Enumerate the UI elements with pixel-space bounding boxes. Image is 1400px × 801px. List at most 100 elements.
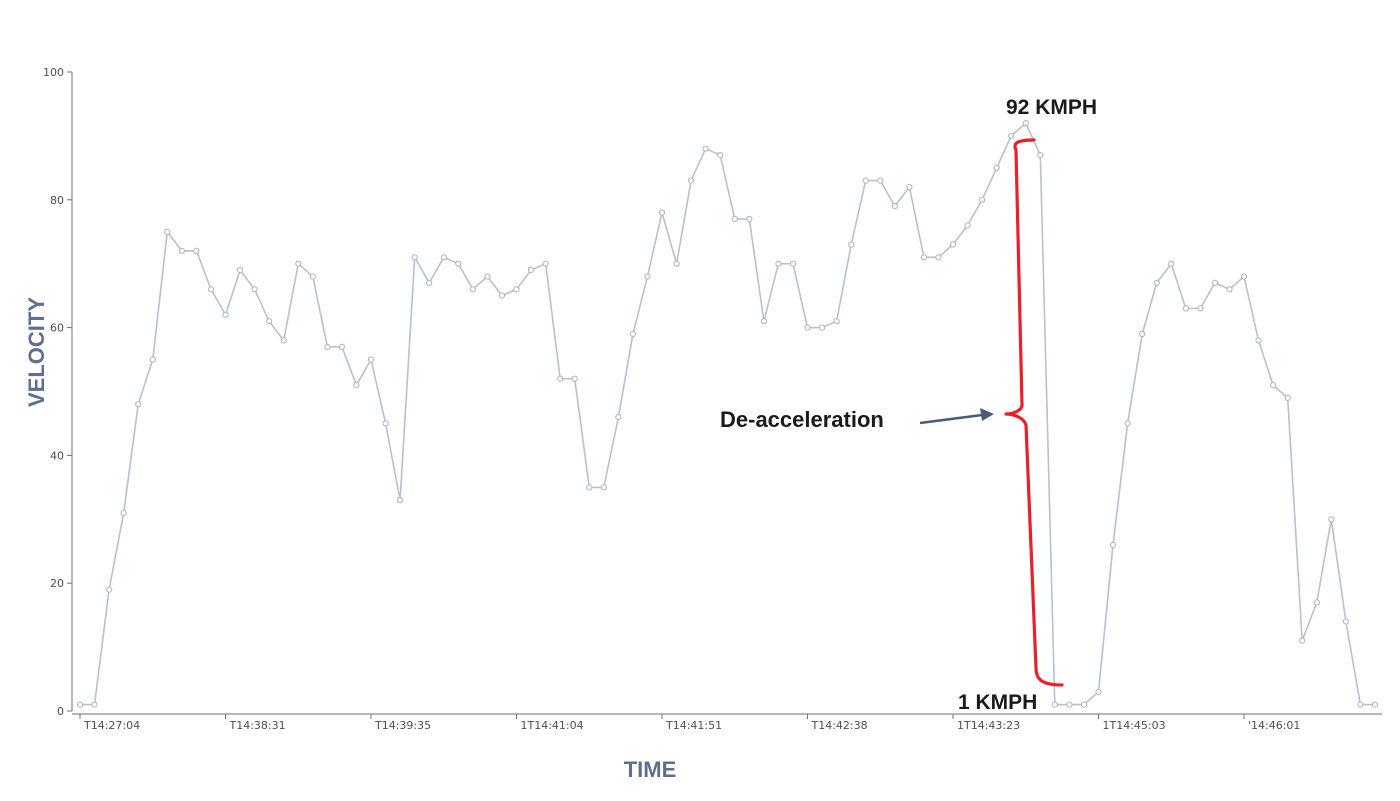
data-point [469, 286, 476, 293]
data-point [382, 420, 389, 427]
data-point [789, 260, 797, 267]
data-point [149, 356, 156, 363]
data-point [1197, 305, 1204, 312]
data-point [920, 254, 928, 261]
data-point [891, 203, 898, 210]
data-point [993, 164, 1000, 171]
x-tick-label: 1T14:43:23 [957, 719, 1020, 732]
data-point [673, 260, 680, 267]
data-point [1299, 637, 1306, 644]
data-point [135, 401, 142, 408]
data-point [353, 382, 360, 389]
data-point [644, 273, 651, 280]
data-point [164, 228, 171, 235]
data-point [906, 183, 913, 191]
x-tick-label: T14:38:31 [229, 719, 286, 732]
data-point [1313, 599, 1320, 606]
data-point [251, 286, 258, 293]
data-points [76, 120, 1379, 708]
data-point [1270, 382, 1277, 389]
data-point [324, 343, 331, 350]
data-point [1022, 120, 1029, 127]
x-tick-label: T14:27:04 [83, 719, 140, 732]
data-point [586, 484, 593, 491]
data-point [760, 318, 768, 325]
data-point [1066, 701, 1073, 708]
data-point [309, 273, 316, 280]
data-point [1139, 330, 1146, 338]
data-point [949, 241, 957, 248]
data-point [804, 324, 811, 331]
y-tick-label: 40 [50, 449, 64, 462]
data-point [1037, 152, 1044, 159]
data-point [397, 497, 404, 504]
data-point [411, 254, 418, 261]
data-point [178, 247, 185, 254]
data-point [193, 247, 200, 254]
data-point [819, 324, 826, 331]
data-point [1255, 337, 1262, 344]
data-point [848, 241, 855, 248]
data-point [717, 152, 724, 159]
data-point [862, 177, 869, 184]
y-tick-label: 100 [43, 66, 64, 79]
data-point [979, 196, 986, 203]
data-point [600, 484, 607, 491]
data-point [237, 267, 244, 274]
data-point [1371, 701, 1379, 708]
data-point [702, 145, 709, 152]
data-point [440, 254, 447, 261]
data-point [731, 215, 738, 223]
data-point [120, 509, 127, 517]
data-point [76, 701, 84, 708]
velocity-series [80, 121, 1375, 706]
x-tick-label: 1T14:45:03 [1103, 719, 1166, 732]
data-point [775, 260, 782, 267]
x-tick-label: T14:42:38 [811, 719, 868, 732]
data-point [615, 414, 622, 421]
data-point [1240, 273, 1248, 280]
data-point [367, 356, 375, 363]
data-point [1211, 279, 1219, 286]
data-point [658, 209, 666, 216]
deacceleration-arrowhead [980, 408, 994, 421]
x-tick-label: T14:39:35 [374, 719, 431, 732]
data-point [280, 337, 287, 344]
x-tick-label: 1T14:41:04 [521, 719, 584, 732]
y-tick-label: 60 [50, 322, 64, 335]
y-axis: 0 20 40 60 80 100 [43, 66, 73, 718]
data-point [1342, 618, 1350, 625]
data-point [629, 330, 637, 338]
data-point [1168, 260, 1175, 267]
data-point [484, 273, 491, 280]
x-axis-title: TIME [624, 757, 677, 782]
data-point [207, 286, 215, 293]
data-point [338, 343, 345, 350]
data-point [1153, 279, 1160, 286]
x-tick-label: '14:46:01 [1248, 719, 1300, 732]
data-point [527, 267, 535, 274]
deacceleration-label: De-acceleration [720, 407, 884, 432]
data-point [266, 318, 273, 325]
data-point [542, 260, 549, 267]
data-point [688, 177, 695, 184]
x-axis: T14:27:04 T14:38:31 T14:39:35 1T14:41:04 T14… [72, 713, 1382, 732]
data-point [295, 260, 302, 267]
data-point [426, 279, 433, 286]
y-tick-label: 20 [50, 577, 64, 590]
data-point [833, 318, 840, 325]
data-point [1109, 541, 1117, 549]
data-point [1095, 688, 1102, 695]
min-velocity-label: 1 KMPH [958, 691, 1037, 714]
data-point [571, 375, 578, 382]
data-point [1328, 516, 1335, 523]
y-tick-label: 80 [50, 194, 64, 207]
data-point [1124, 420, 1131, 427]
data-point [746, 215, 753, 223]
data-point [964, 222, 971, 229]
y-axis-title: VELOCITY [24, 297, 49, 407]
data-point [877, 177, 884, 184]
deacceleration-arrow [919, 413, 983, 425]
data-point [455, 260, 462, 267]
